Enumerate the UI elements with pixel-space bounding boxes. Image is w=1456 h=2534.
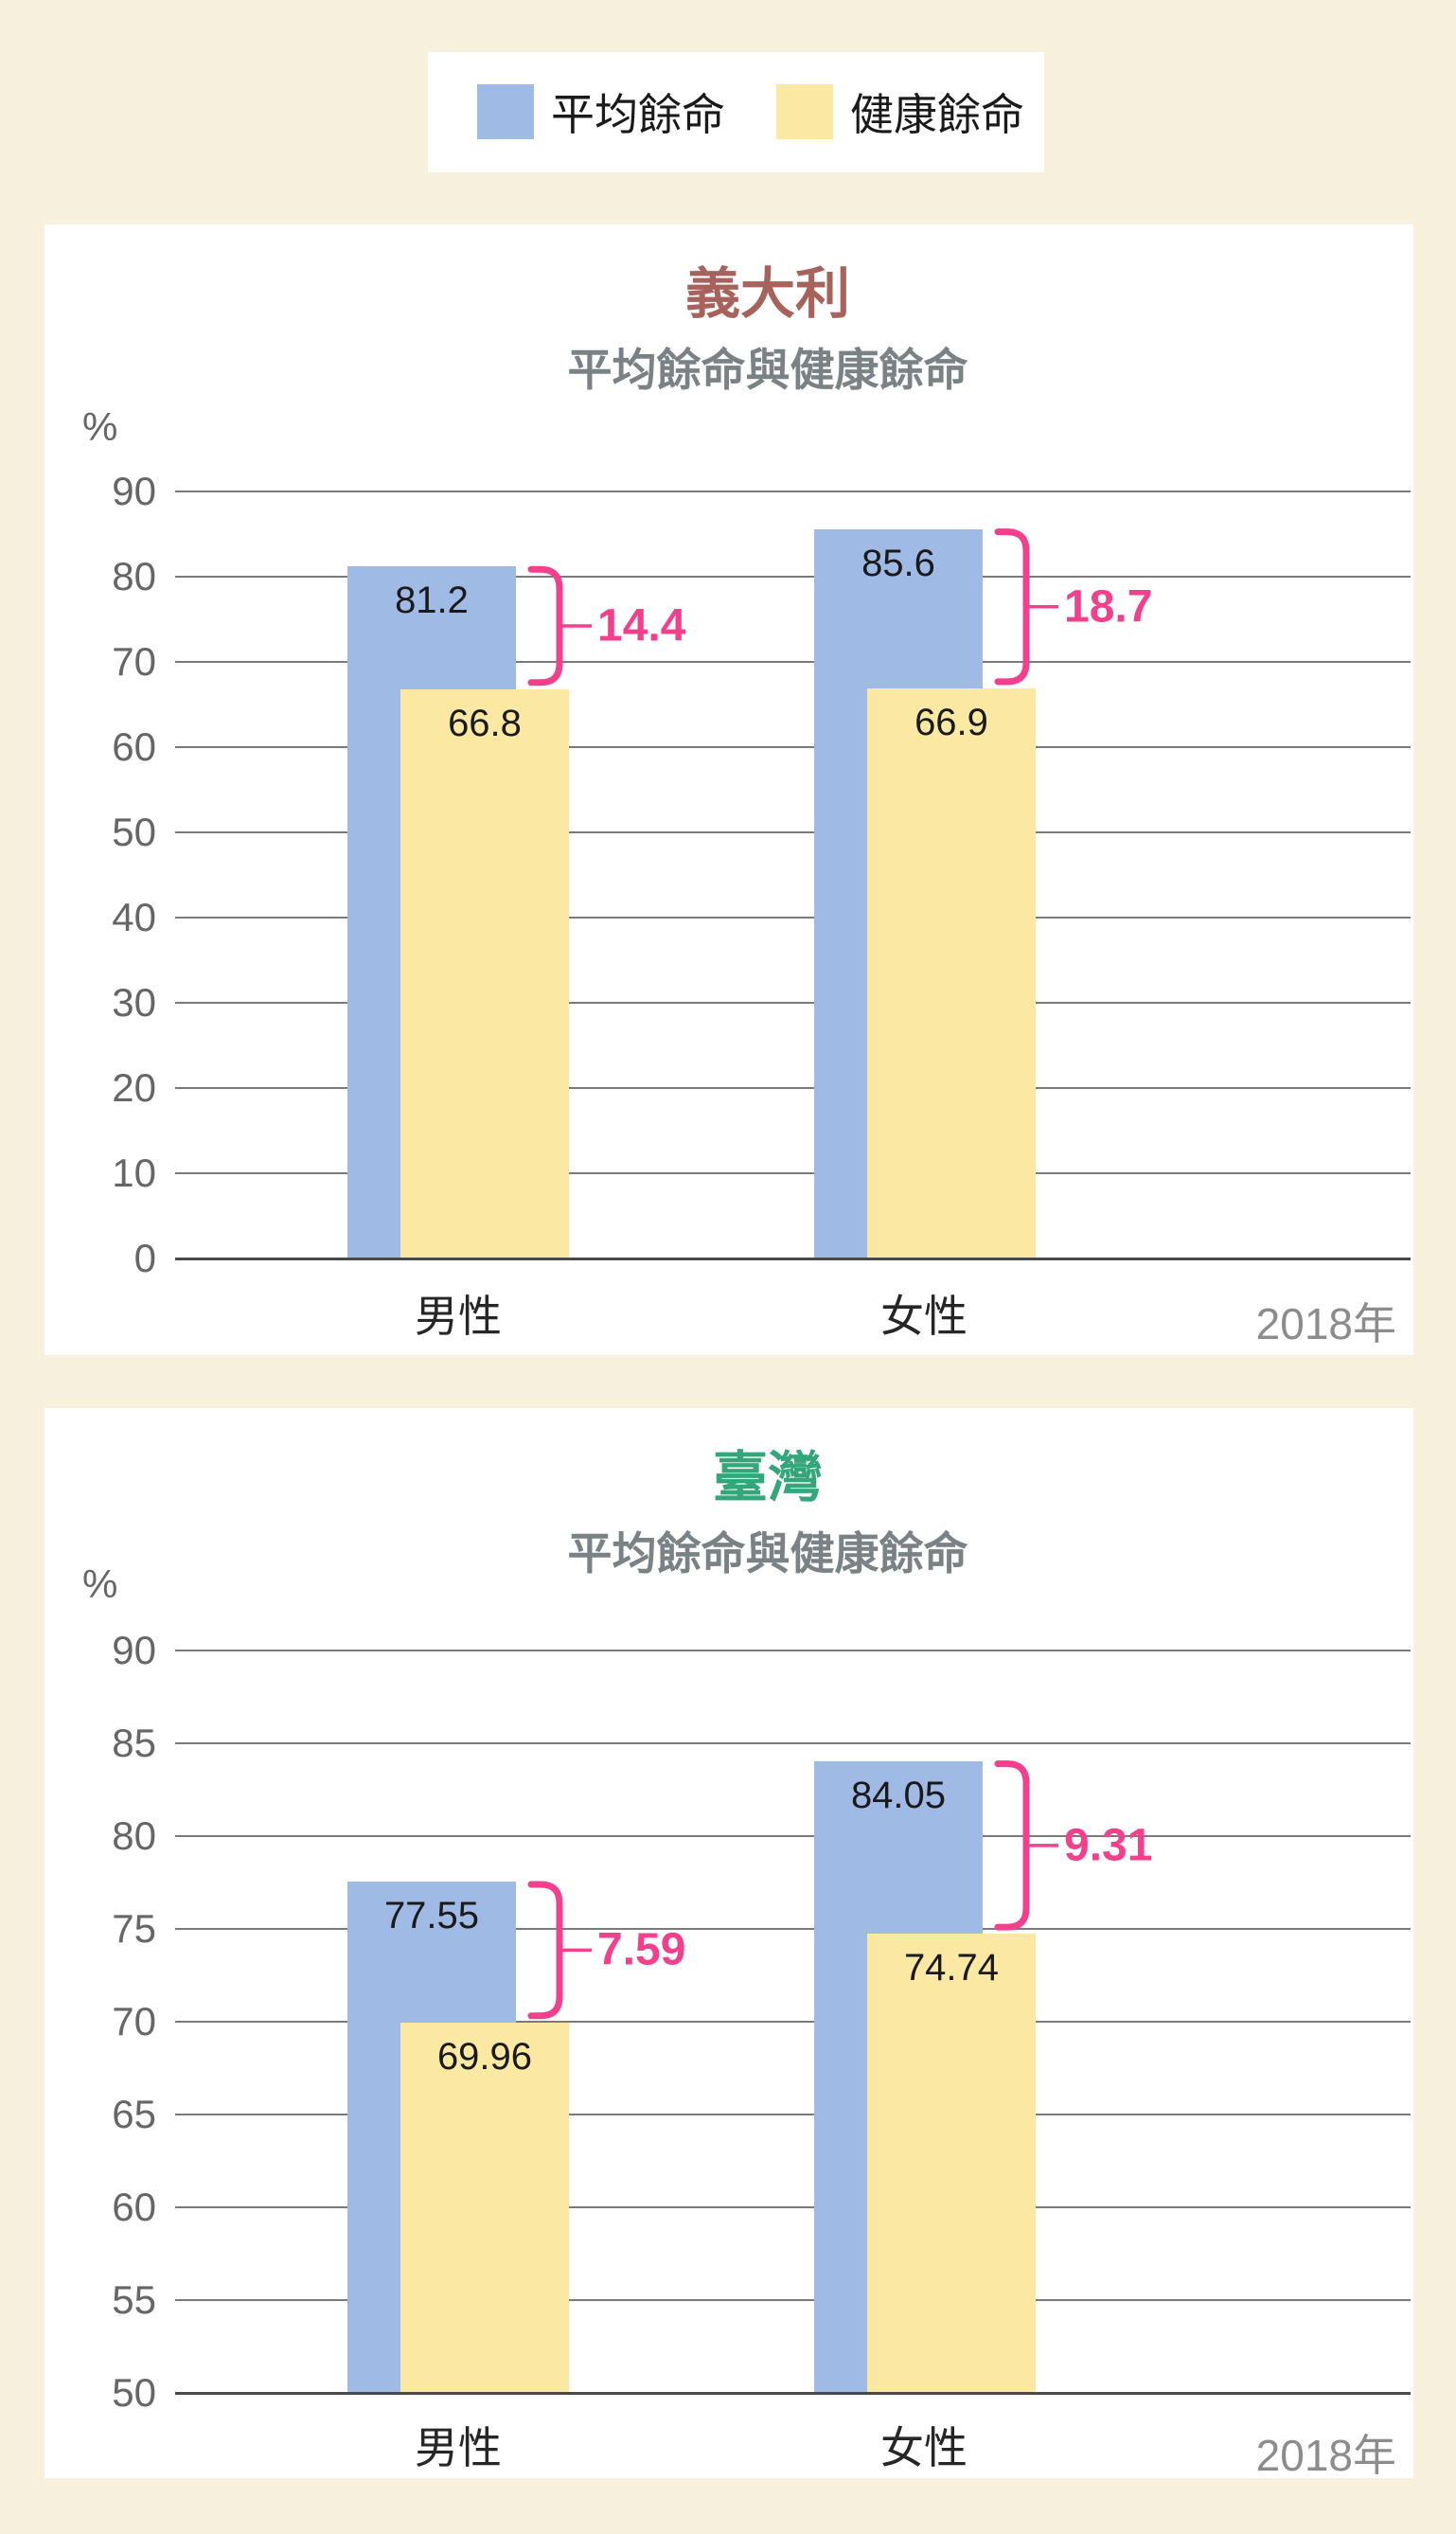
y-axis-tick-label: 10 xyxy=(112,1151,156,1195)
chart-title: 義大利 xyxy=(684,263,850,325)
y-axis-tick-label: 85 xyxy=(112,1721,156,1765)
chart-subtitle: 平均餘命與健康餘命 xyxy=(567,1528,968,1579)
gridline xyxy=(175,2114,1411,2115)
y-axis-tick-label: 60 xyxy=(112,2185,156,2229)
y-axis-tick-label: 30 xyxy=(112,980,156,1025)
gridline xyxy=(175,917,1411,919)
chart-panel-taiwan: 臺灣 平均餘命與健康餘命 % 90 85 80 75 70 65 60 55 50 77.55 69… xyxy=(44,1408,1413,2480)
gap-brackets xyxy=(527,1760,1058,2020)
x-axis-baseline xyxy=(175,1258,1411,1260)
gridline xyxy=(175,1650,1411,1651)
chart-subtitle: 平均餘命與健康餘命 xyxy=(567,345,968,395)
x-axis-category-label: 男性 xyxy=(415,1292,502,1341)
y-axis-tick-label: 70 xyxy=(112,1999,156,2043)
bar-value-label: 77.55 xyxy=(383,1895,480,1937)
gridline xyxy=(175,1928,1411,1930)
bar-healthy-life: 74.74 xyxy=(867,1934,1036,2393)
gridline xyxy=(175,1087,1411,1089)
y-axis-tick-label: 50 xyxy=(112,810,156,854)
gap-value-label: 7.59 xyxy=(597,1924,686,1975)
legend: 平均餘命 健康餘命 xyxy=(428,52,1044,172)
legend-label: 平均餘命 xyxy=(551,90,725,139)
x-axis-baseline xyxy=(175,2392,1411,2395)
legend-label: 健康餘命 xyxy=(850,90,1024,139)
gridline xyxy=(175,491,1411,492)
y-axis-tick-label: 0 xyxy=(133,1236,156,1280)
bar-value-label: 84.05 xyxy=(850,1774,947,1816)
y-axis-tick-label: 55 xyxy=(112,2277,156,2322)
chart-title: 臺灣 xyxy=(712,1447,823,1508)
bar-value-label: 66.9 xyxy=(914,701,988,743)
bar-healthy-life: 66.8 xyxy=(400,688,569,1258)
y-axis-tick-label: 65 xyxy=(112,2092,156,2136)
plot-area: 90 85 80 75 70 65 60 55 50 77.55 69.96 84.05 74.74 7.… xyxy=(44,1408,1413,2480)
y-axis-tick-label: 80 xyxy=(112,1813,156,1858)
gridline xyxy=(175,1742,1411,1744)
year-label: 2018年 xyxy=(1255,1299,1396,1348)
y-axis-tick-label: 40 xyxy=(112,895,156,939)
year-label: 2018年 xyxy=(1255,2431,1396,2480)
x-axis-category-label: 男性 xyxy=(415,2423,502,2472)
y-axis-tick-label: 75 xyxy=(112,1906,156,1951)
gap-bracket xyxy=(527,565,563,687)
gap-bracket xyxy=(527,1881,563,2020)
gridline xyxy=(175,2206,1411,2208)
gap-bracket xyxy=(994,1760,1030,1931)
chart-panel-italy: 義大利 平均餘命與健康餘命 % 90 80 70 60 50 40 30 20 10 0 81.2 6… xyxy=(44,224,1413,1355)
y-axis-tick-label: 90 xyxy=(112,1628,156,1672)
gap-value-label: 18.7 xyxy=(1064,581,1153,633)
gridline xyxy=(175,661,1411,663)
y-axis-tick-label: 50 xyxy=(112,2370,156,2415)
gridline xyxy=(175,2299,1411,2301)
y-axis-tick-label: 80 xyxy=(112,554,156,598)
gridline xyxy=(175,746,1411,748)
bar-value-label: 66.8 xyxy=(448,702,522,744)
y-axis-tick-label: 60 xyxy=(112,724,156,769)
bar-value-label: 81.2 xyxy=(395,580,469,622)
bar-value-label: 69.96 xyxy=(436,2035,533,2078)
y-axis-tick-label: 70 xyxy=(112,639,156,684)
gap-bracket xyxy=(994,528,1030,686)
bar-healthy-life: 66.9 xyxy=(867,687,1036,1258)
y-axis-unit-label: % xyxy=(82,404,118,449)
bar-value-label: 74.74 xyxy=(903,1947,1000,1990)
gridline xyxy=(175,2021,1411,2023)
bar-healthy-life: 69.96 xyxy=(400,2022,569,2393)
gap-value-label: 14.4 xyxy=(597,600,686,651)
gridline xyxy=(175,831,1411,833)
gridline xyxy=(175,576,1411,578)
legend-swatch-life-expectancy xyxy=(477,84,534,139)
y-axis-tick-label: 20 xyxy=(112,1065,156,1110)
y-axis-tick-label: 90 xyxy=(112,469,156,513)
gridline xyxy=(175,1002,1411,1004)
gap-brackets xyxy=(527,528,1058,687)
y-axis-unit-label: % xyxy=(82,1561,118,1606)
gridline xyxy=(175,1172,1411,1174)
x-axis-category-label: 女性 xyxy=(880,1292,968,1341)
gap-value-label: 9.31 xyxy=(1064,1820,1153,1871)
legend-swatch-healthy-life xyxy=(776,84,833,139)
bar-value-label: 85.6 xyxy=(861,542,935,584)
gridline xyxy=(175,1835,1411,1837)
plot-area: 90 80 70 60 50 40 30 20 10 0 81.2 66.8 85.6 66.9 14.4 1… xyxy=(44,224,1413,1355)
x-axis-category-label: 女性 xyxy=(880,2423,968,2472)
